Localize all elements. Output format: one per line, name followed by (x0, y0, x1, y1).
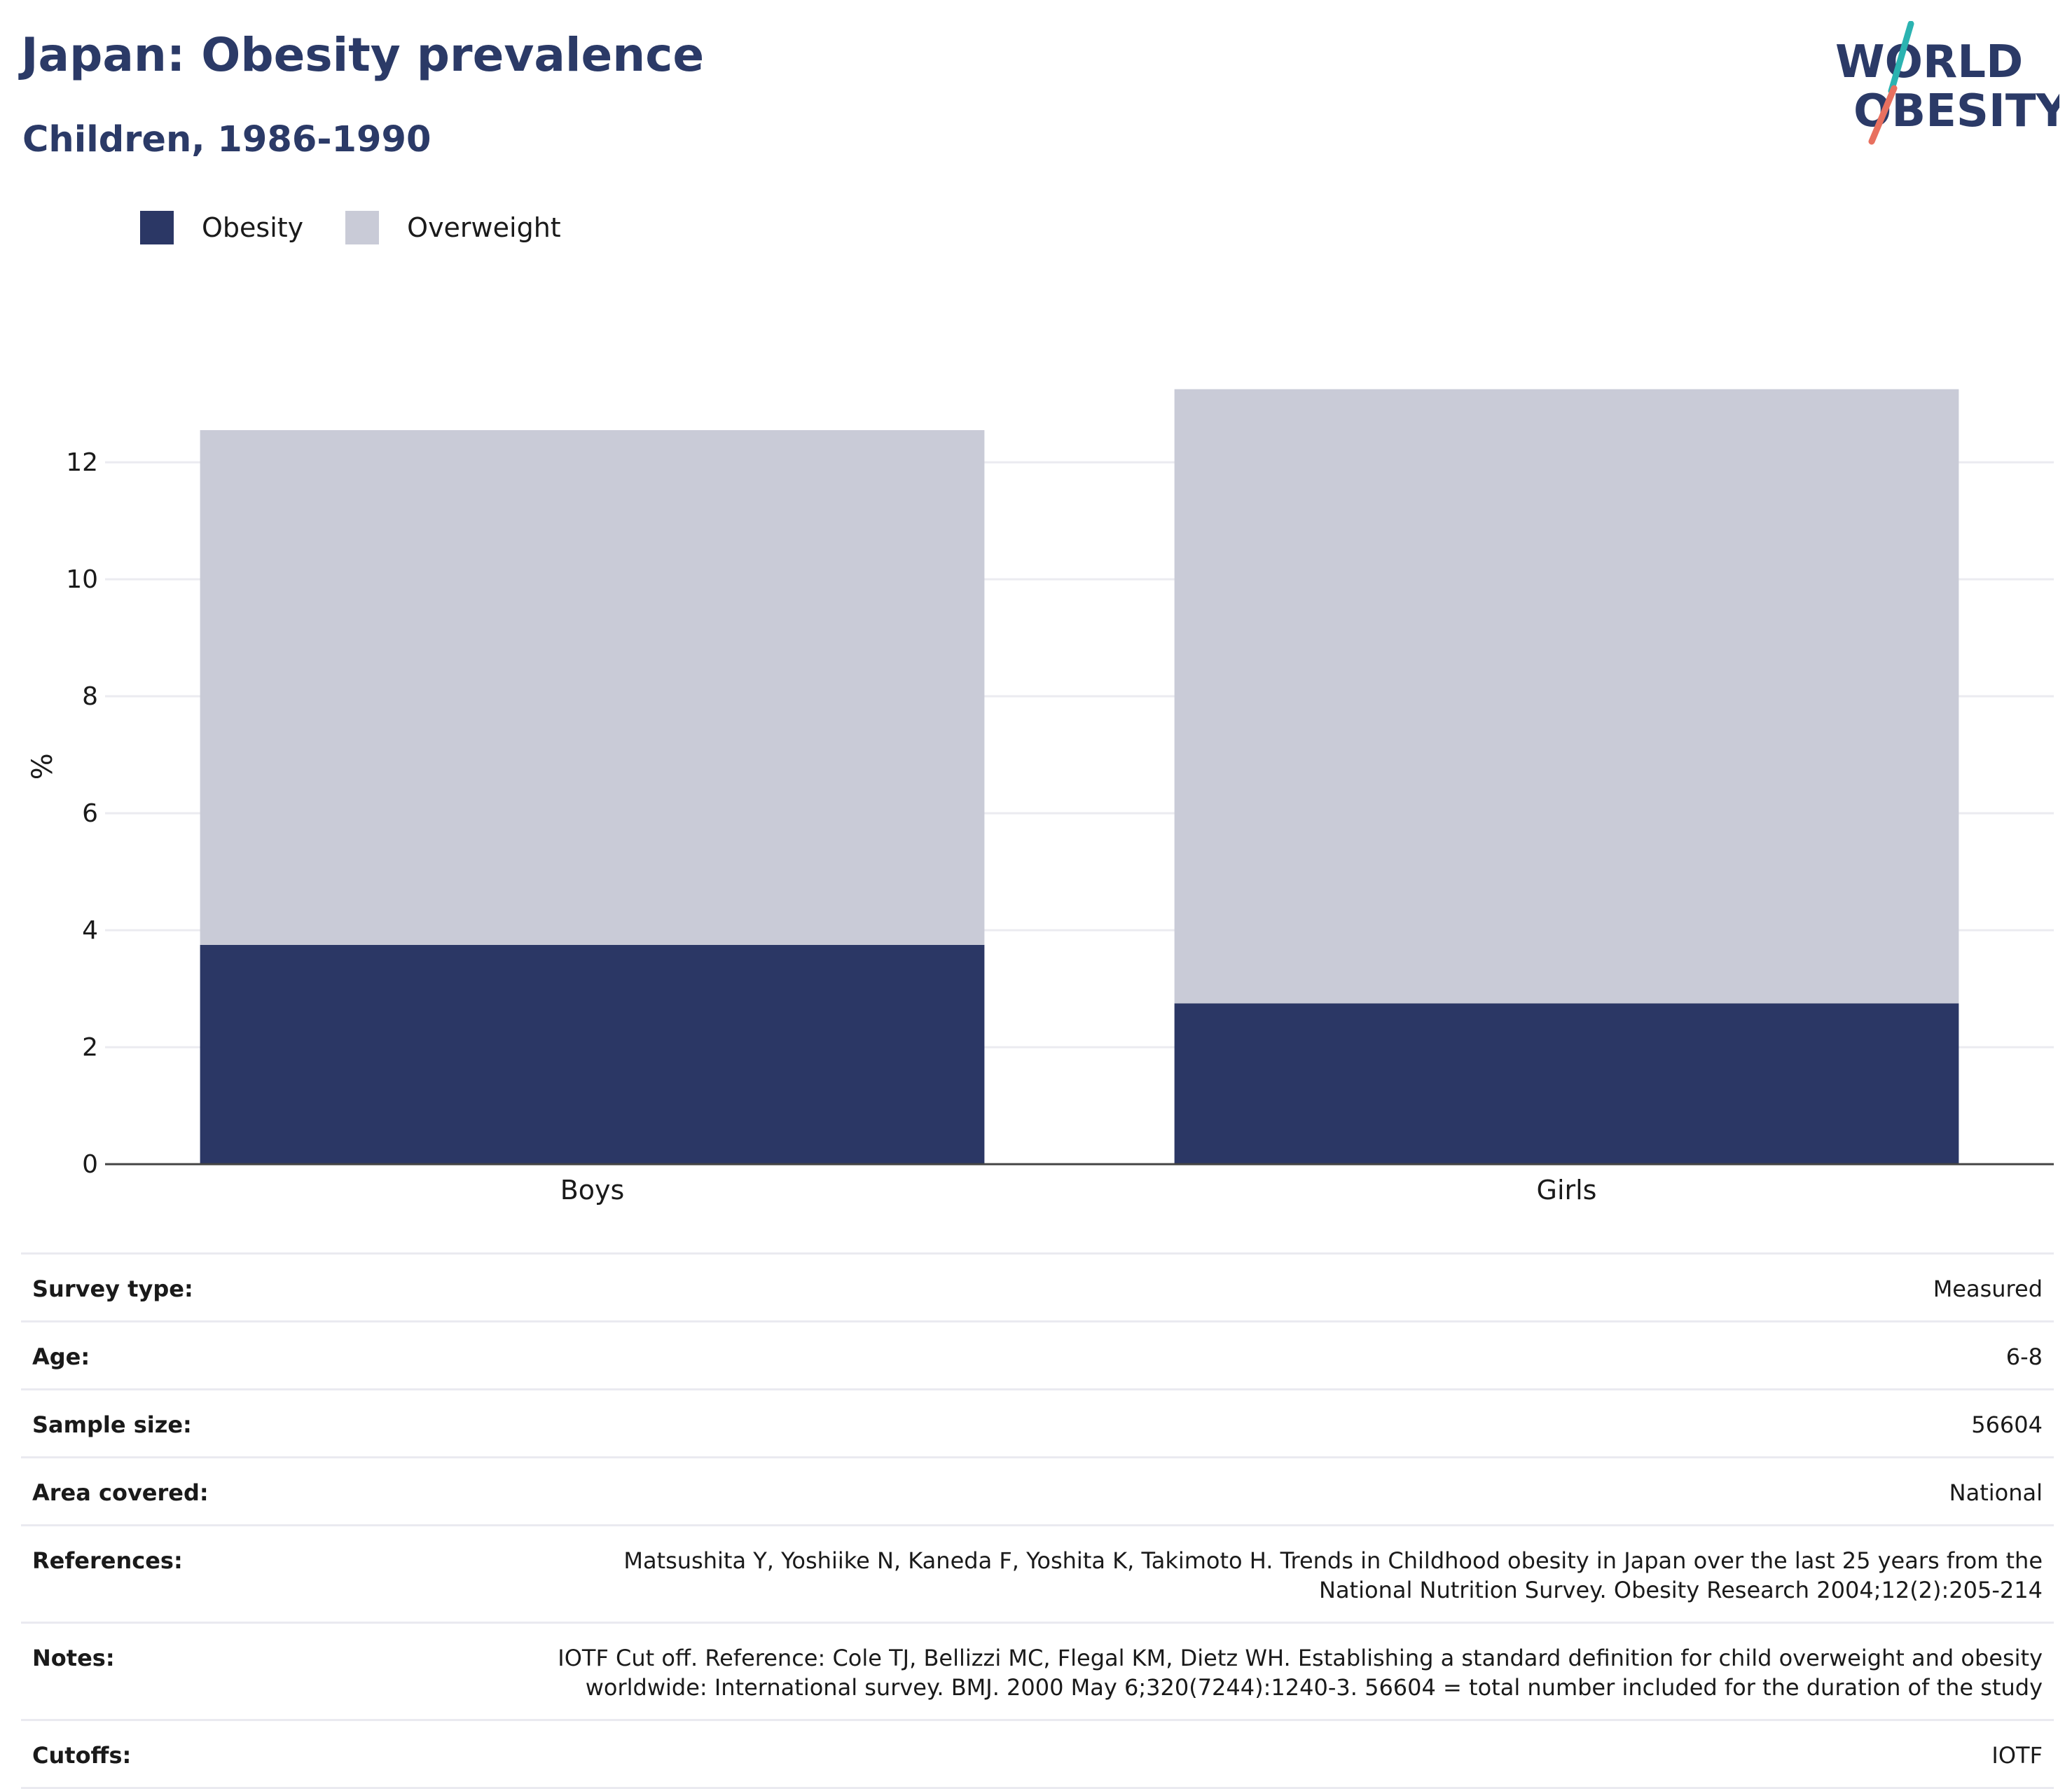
logo-word-obesity: OBESITY (1853, 85, 2059, 137)
info-row: Area covered: National (21, 1457, 2054, 1526)
info-row: Survey type: Measured (21, 1252, 2054, 1322)
bar-overweight-girls (1174, 389, 1959, 1004)
chart-legend: Obesity Overweight (140, 210, 603, 245)
info-key: References: (21, 1525, 534, 1624)
bar-obesity-girls (1174, 1003, 1959, 1164)
x-tick-label: Girls (1537, 1175, 1597, 1206)
info-value: IOTF Cut off. Reference: Cole TJ, Belliz… (534, 1622, 2054, 1721)
info-key: Area covered: (21, 1457, 534, 1526)
info-value: National (534, 1457, 2054, 1526)
info-value: 6-8 (534, 1321, 2054, 1390)
info-row: References: Matsushita Y, Yoshiike N, Kan… (21, 1525, 2054, 1624)
info-row: Cutoffs: IOTF (21, 1720, 2054, 1789)
info-key: Sample size: (21, 1389, 534, 1458)
info-key: Notes: (21, 1622, 534, 1721)
logo-word-world: WORLD (1835, 36, 2023, 88)
y-tick-label: 4 (82, 916, 98, 945)
y-tick-label: 2 (82, 1033, 98, 1062)
bar-overweight-boys (200, 430, 985, 945)
info-key: Age: (21, 1321, 534, 1390)
bar-obesity-boys (200, 944, 985, 1164)
legend-item-obesity: Obesity (140, 211, 303, 244)
info-value: Measured (534, 1252, 2054, 1322)
legend-swatch-obesity (140, 211, 174, 244)
y-tick-label: 0 (82, 1150, 98, 1179)
page-subtitle: Children, 1986-1990 (22, 119, 431, 160)
info-value: Matsushita Y, Yoshiike N, Kaneda F, Yosh… (534, 1525, 2054, 1624)
page-title: Japan: Obesity prevalence (21, 28, 705, 82)
info-row: Notes: IOTF Cut off. Reference: Cole TJ, … (21, 1622, 2054, 1721)
info-value: IOTF (534, 1720, 2054, 1789)
legend-label-obesity: Obesity (202, 212, 304, 243)
info-row: Sample size: 56604 (21, 1389, 2054, 1458)
y-tick-label: 8 (82, 682, 98, 711)
y-axis-label: % (27, 753, 59, 780)
info-key: Survey type: (21, 1252, 534, 1322)
survey-info-table: Survey type: Measured Age: 6-8 Sample size: 5… (21, 1252, 2054, 1789)
world-obesity-logo: WORLD OBESITY (1835, 21, 2059, 145)
logo-slash-teal (1888, 21, 1914, 95)
info-row: Age: 6-8 (21, 1321, 2054, 1390)
legend-label-overweight: Overweight (407, 212, 561, 243)
y-tick-label: 12 (66, 448, 98, 477)
y-tick-label: 10 (66, 565, 98, 594)
info-key: Cutoffs: (21, 1720, 534, 1789)
legend-swatch-overweight (345, 211, 380, 244)
x-tick-label: Boys (560, 1175, 625, 1206)
legend-item-overweight: Overweight (345, 211, 561, 244)
info-value: 56604 (534, 1389, 2054, 1458)
logo-slash-coral (1868, 85, 1898, 145)
y-tick-label: 6 (82, 799, 98, 828)
stacked-bar-chart: 0 2 4 6 8 10 12 Boys Girls% (27, 389, 2054, 1206)
